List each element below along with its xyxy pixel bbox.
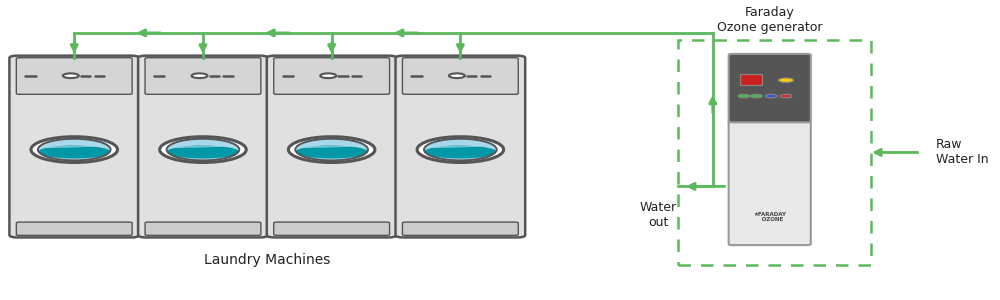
FancyBboxPatch shape: [402, 58, 518, 94]
Circle shape: [738, 94, 750, 98]
Circle shape: [750, 94, 762, 98]
Circle shape: [779, 78, 793, 82]
FancyBboxPatch shape: [145, 58, 261, 94]
Circle shape: [424, 139, 497, 160]
Text: Laundry Machines: Laundry Machines: [204, 253, 330, 267]
Circle shape: [192, 73, 208, 78]
Ellipse shape: [167, 146, 239, 158]
Circle shape: [449, 73, 465, 78]
Text: Raw
Water In: Raw Water In: [936, 138, 988, 167]
FancyBboxPatch shape: [396, 56, 525, 237]
Circle shape: [167, 139, 239, 160]
Text: Water
out: Water out: [640, 201, 677, 229]
Circle shape: [780, 94, 792, 98]
Circle shape: [31, 137, 118, 163]
Bar: [678, 40, 871, 265]
FancyBboxPatch shape: [729, 120, 811, 245]
FancyBboxPatch shape: [274, 222, 390, 236]
FancyBboxPatch shape: [402, 222, 518, 236]
FancyBboxPatch shape: [9, 56, 139, 237]
FancyBboxPatch shape: [145, 222, 261, 236]
Circle shape: [38, 139, 111, 160]
Bar: [740, 74, 762, 86]
Circle shape: [63, 73, 79, 78]
FancyBboxPatch shape: [16, 222, 132, 236]
Circle shape: [295, 139, 368, 160]
FancyBboxPatch shape: [16, 58, 132, 94]
Circle shape: [417, 137, 504, 163]
FancyBboxPatch shape: [267, 56, 396, 237]
FancyBboxPatch shape: [138, 56, 268, 237]
FancyBboxPatch shape: [274, 58, 390, 94]
Ellipse shape: [424, 146, 497, 158]
Circle shape: [160, 137, 246, 163]
Ellipse shape: [295, 146, 368, 158]
Text: Faraday
Ozone generator: Faraday Ozone generator: [717, 6, 822, 34]
Text: ★FARADAY
   OZONE: ★FARADAY OZONE: [753, 212, 786, 222]
FancyBboxPatch shape: [729, 54, 811, 122]
Circle shape: [320, 73, 336, 78]
Circle shape: [288, 137, 375, 163]
Ellipse shape: [38, 146, 111, 158]
Circle shape: [765, 94, 777, 98]
